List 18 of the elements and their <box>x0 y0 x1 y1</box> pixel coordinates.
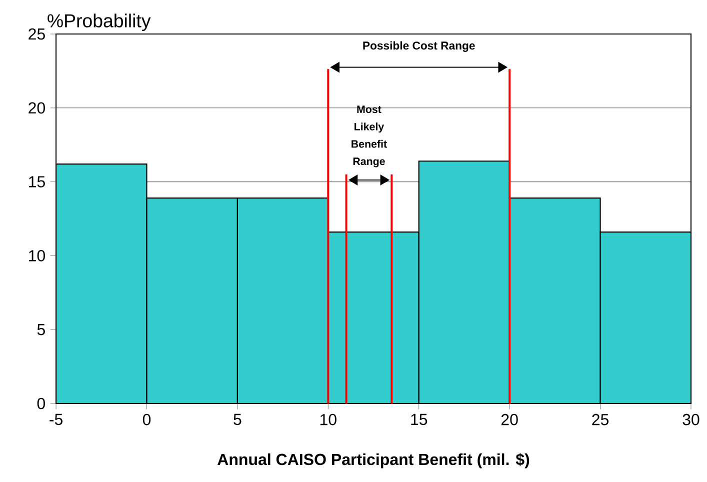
y-tick-label: 10 <box>29 250 46 262</box>
x-tick-label: 30 <box>682 414 700 426</box>
x-axis-title: Annual CAISO Participant Benefit (mil. $) <box>218 452 530 468</box>
x-tick-label: 15 <box>411 414 428 425</box>
x-tick-label: 0 <box>142 414 151 426</box>
y-axis-title: %Probability <box>48 14 151 31</box>
y-tick-label: 15 <box>29 176 45 188</box>
y-tick-label: 5 <box>37 324 45 336</box>
y-tick-label: 20 <box>28 102 46 114</box>
x-tick-label: 25 <box>592 414 608 426</box>
y-tick-label: 25 <box>28 28 45 40</box>
x-tick-label: 10 <box>320 414 336 426</box>
annotation: Most Likely Benefit Range <box>352 106 387 168</box>
x-tick-label: 20 <box>501 414 518 426</box>
annotation: Possible Cost Range <box>363 41 475 52</box>
y-tick-label: 0 <box>37 398 46 410</box>
x-tick-label: -5 <box>50 414 62 425</box>
x-tick-label: 5 <box>234 414 242 425</box>
